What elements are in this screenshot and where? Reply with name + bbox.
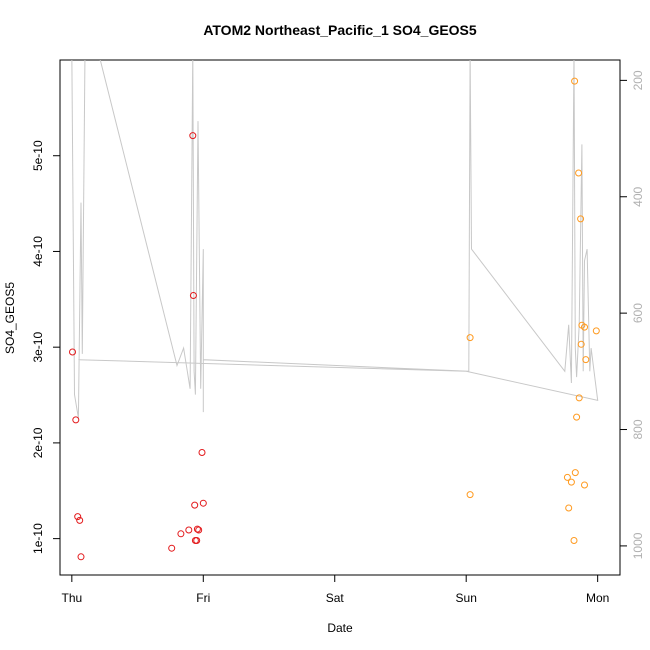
y-tick-label-3: 4e-10 — [31, 236, 45, 267]
data-point-s1-6 — [571, 77, 579, 85]
points-layer — [69, 77, 600, 561]
right-tick-label-4: 1000 — [631, 532, 645, 559]
data-point-s0-10 — [191, 501, 199, 509]
plot-frame — [59, 59, 621, 576]
data-point-s0-14 — [195, 526, 203, 534]
x-axis: Thu Fri Sat Sun Mon — [61, 574, 609, 605]
right-tick-label-3: 800 — [631, 419, 645, 439]
data-point-s0-2 — [74, 513, 82, 521]
y-tick-label-4: 5e-10 — [31, 140, 45, 171]
x-tick-label-1: Fri — [196, 591, 210, 605]
y-tick-label-1: 2e-10 — [31, 427, 45, 458]
right-tick-label-2: 600 — [631, 303, 645, 323]
data-point-s1-10 — [575, 394, 583, 402]
y-tick-label-0: 1e-10 — [31, 523, 45, 554]
data-point-s1-15 — [581, 481, 588, 489]
data-point-s1-0 — [466, 334, 474, 342]
x-tick-label-3: Sun — [456, 591, 477, 605]
data-point-s1-17 — [592, 327, 600, 335]
right-tick-label-1: 400 — [631, 186, 645, 206]
data-point-s0-3 — [76, 516, 84, 524]
right-axis: 200 400 600 800 1000 — [619, 70, 645, 559]
data-point-s1-7 — [571, 469, 579, 477]
data-point-s0-15 — [198, 449, 206, 456]
data-point-s1-16 — [582, 356, 590, 364]
data-point-s0-12 — [193, 537, 201, 544]
y-axis-label: SO4_GEOS5 — [3, 282, 17, 354]
data-point-s1-1 — [466, 491, 474, 499]
data-point-s0-13 — [193, 525, 201, 533]
right-tick-label-0: 200 — [631, 70, 645, 90]
data-point-s1-9 — [575, 169, 583, 177]
x-axis-label: Date — [327, 621, 353, 635]
x-tick-label-4: Mon — [586, 591, 609, 605]
data-point-s0-6 — [177, 530, 185, 538]
x-tick-label-2: Sat — [326, 591, 345, 605]
data-point-s1-8 — [573, 413, 581, 421]
data-point-s0-7 — [185, 526, 193, 534]
data-point-s1-3 — [565, 504, 573, 512]
data-point-s0-0 — [69, 348, 76, 356]
data-point-s0-8 — [189, 132, 197, 140]
y-tick-label-2: 3e-10 — [31, 332, 45, 363]
data-point-s1-11 — [577, 215, 585, 223]
data-point-s1-14 — [581, 323, 588, 331]
data-point-s0-1 — [72, 416, 80, 424]
chart-title: ATOM2 Northeast_Pacific_1 SO4_GEOS5 — [203, 22, 477, 38]
data-point-s1-12 — [577, 340, 585, 348]
pressure-line — [71, 60, 599, 418]
x-tick-label-0: Thu — [61, 591, 82, 605]
data-point-s1-4 — [567, 478, 575, 486]
data-point-s0-9 — [189, 292, 197, 299]
data-point-s0-4 — [77, 553, 85, 561]
data-point-s0-16 — [199, 499, 207, 507]
pressure-line-layer — [71, 60, 599, 418]
data-point-s0-5 — [168, 544, 176, 552]
y-axis: 1e-10 2e-10 3e-10 4e-10 5e-10 — [31, 140, 61, 554]
data-point-s1-5 — [570, 537, 578, 544]
data-point-s1-2 — [563, 473, 571, 481]
